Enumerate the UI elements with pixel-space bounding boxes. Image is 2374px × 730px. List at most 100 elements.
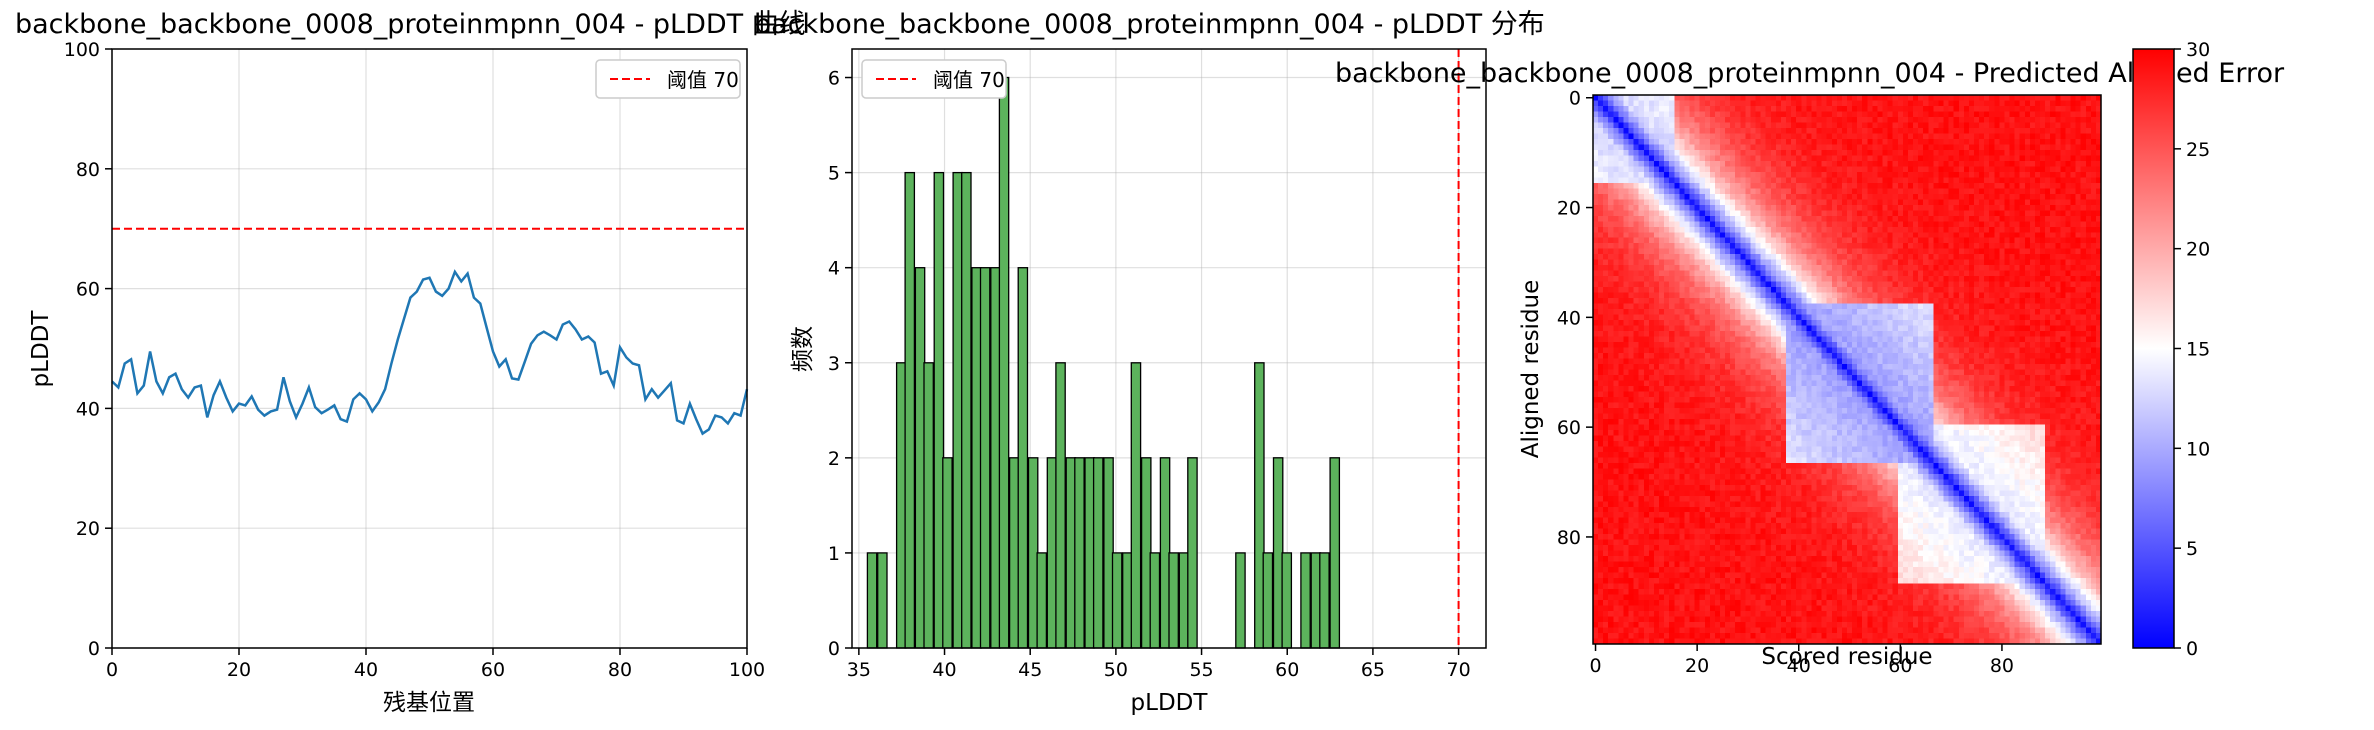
line-chart-y-tick-label: 60 [76, 279, 100, 301]
histogram-bar [1300, 552, 1311, 649]
line-chart-grid [111, 48, 748, 649]
histogram-legend-label: 阈值 70 [933, 68, 1005, 92]
histogram-bar [1017, 267, 1029, 649]
histogram-bar [961, 171, 972, 649]
heatmap-x-tick-label: 60 [1888, 655, 1912, 677]
histogram-y-tick-label: 5 [828, 163, 840, 185]
histogram-bar [1272, 457, 1284, 649]
histogram-bar [923, 362, 934, 649]
heatmap-y-tick-label: 60 [1557, 417, 1581, 439]
line-chart-x-ticks: 0 20 40 60 80 100 [106, 648, 765, 681]
histogram-x-tick-label: 60 [1275, 659, 1299, 681]
line-chart-y-axis-label: pLDDT [28, 310, 54, 388]
histogram-y-tick-label: 2 [828, 448, 840, 470]
heatmap-y-tick-label: 0 [1569, 88, 1581, 110]
histogram-x-tick-label: 65 [1361, 659, 1385, 681]
histogram-bar [1281, 552, 1293, 649]
line-chart-x-tick-label: 40 [354, 659, 378, 681]
histogram-bar [979, 267, 991, 649]
histogram-bar [971, 267, 982, 649]
histogram-x-tick-label: 70 [1446, 659, 1470, 681]
plddt-line-series [111, 269, 749, 436]
histogram-bar [1187, 457, 1198, 649]
heatmap-x-tick-label: 80 [1990, 655, 2014, 677]
histogram-bar [952, 171, 964, 649]
histogram-y-tick-label: 1 [828, 543, 840, 565]
heatmap-x-tick-label: 0 [1589, 655, 1601, 677]
histogram-y-ticks: 0 1 2 3 4 5 6 [828, 68, 852, 660]
histogram-bar [866, 552, 878, 649]
histogram-bar [1122, 552, 1133, 649]
histogram-title: backbone_backbone_0008_proteinmpnn_004 -… [754, 9, 1545, 40]
histogram-x-tick-label: 55 [1189, 659, 1213, 681]
colorbar-tick-label: 25 [2186, 139, 2210, 161]
histogram-x-tick-label: 50 [1104, 659, 1128, 681]
line-chart-y-tick-label: 0 [88, 638, 100, 660]
line-chart-x-tick-label: 80 [608, 659, 632, 681]
line-chart-y-ticks: 0 20 40 60 80 100 [64, 39, 112, 660]
histogram-bar [998, 76, 1010, 649]
heatmap-x-tick-label: 40 [1787, 655, 1811, 677]
pae-heatmap-cells [1593, 95, 2101, 644]
histogram-bar [1074, 457, 1085, 649]
histogram-bar [914, 267, 926, 649]
heatmap-x-tick-label: 20 [1685, 655, 1709, 677]
line-chart-x-tick-label: 60 [481, 659, 505, 681]
histogram-bar [1159, 457, 1171, 649]
line-chart-legend-label: 阈值 70 [667, 68, 739, 92]
histogram-bar [1111, 552, 1123, 649]
heatmap-y-ticks: 0 20 40 60 80 [1557, 88, 1593, 549]
histogram-bar [1130, 362, 1142, 649]
histogram-y-axis-label: 频数 [790, 326, 816, 372]
line-chart-legend: 阈值 70 [595, 59, 741, 99]
histogram-legend: 阈值 70 [861, 59, 1007, 99]
colorbar-tick-label: 15 [2186, 339, 2210, 361]
heatmap-y-tick-label: 20 [1557, 198, 1581, 220]
heatmap-title: backbone_backbone_0008_proteinmpnn_004 -… [1335, 58, 2285, 89]
histogram-x-ticks: 35 40 45 50 55 60 65 70 [847, 648, 1471, 681]
histogram-bar [1329, 457, 1341, 649]
colorbar-tick-label: 5 [2186, 538, 2198, 560]
line-chart-x-axis-label: 残基位置 [383, 690, 475, 716]
histogram-bar [1168, 552, 1179, 649]
histogram-bar [1065, 457, 1077, 649]
histogram-x-axis-label: pLDDT [1131, 690, 1209, 716]
line-chart-panel: 0 20 40 60 80 100 0 20 40 60 80 100 backbone_backb… [15, 9, 806, 716]
histogram-x-tick-label: 40 [932, 659, 956, 681]
histogram-y-tick-label: 4 [828, 258, 840, 280]
histogram-x-tick-label: 45 [1018, 659, 1042, 681]
histogram-bar [990, 267, 1001, 649]
histogram-bar [1084, 457, 1095, 649]
histogram-bar [1046, 457, 1058, 649]
line-chart-y-tick-label: 80 [76, 159, 100, 181]
histogram-bar [1262, 552, 1274, 649]
histogram-y-tick-label: 0 [828, 638, 840, 660]
histogram-bar [1036, 552, 1048, 649]
heatmap-x-axis-label: Scored residue [1761, 644, 1932, 670]
colorbar-tick-label: 0 [2186, 638, 2198, 660]
heatmap-y-tick-label: 80 [1557, 527, 1581, 549]
histogram-bar [1027, 457, 1039, 649]
heatmap-y-axis-label: Aligned residue [1518, 280, 1544, 459]
histogram-bar [1103, 457, 1114, 649]
histogram-bar [904, 171, 916, 649]
histogram-bars [866, 76, 1341, 649]
line-chart-x-tick-label: 0 [106, 659, 118, 681]
histogram-bar [1092, 457, 1104, 649]
line-chart-x-tick-label: 20 [227, 659, 251, 681]
histogram-bar [1319, 552, 1330, 649]
colorbar-tick-label: 10 [2186, 438, 2210, 460]
histogram-bar [1310, 552, 1322, 649]
line-chart-y-tick-label: 100 [64, 39, 100, 61]
histogram-x-tick-label: 35 [847, 659, 871, 681]
line-chart-plot-frame [111, 48, 748, 649]
heatmap-y-tick-label: 40 [1557, 307, 1581, 329]
colorbar-tick-label: 20 [2186, 239, 2210, 261]
line-chart-x-tick-label: 100 [729, 659, 765, 681]
histogram-y-tick-label: 6 [828, 68, 840, 90]
histogram-plot-frame [851, 48, 1487, 649]
line-chart-y-tick-label: 40 [76, 398, 100, 420]
line-chart-title: backbone_backbone_0008_proteinmpnn_004 -… [15, 9, 806, 40]
